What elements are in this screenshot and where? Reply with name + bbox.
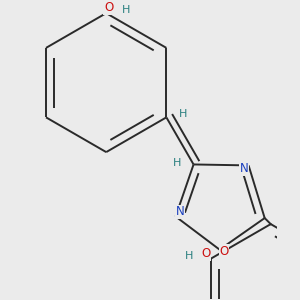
Text: H: H bbox=[179, 109, 187, 119]
Text: H: H bbox=[122, 5, 130, 15]
Text: O: O bbox=[220, 244, 229, 258]
Text: N: N bbox=[176, 206, 184, 218]
Text: H: H bbox=[185, 251, 194, 261]
Text: O: O bbox=[104, 1, 113, 14]
Text: H: H bbox=[173, 158, 181, 168]
Text: O: O bbox=[201, 247, 211, 260]
Text: N: N bbox=[240, 162, 248, 175]
